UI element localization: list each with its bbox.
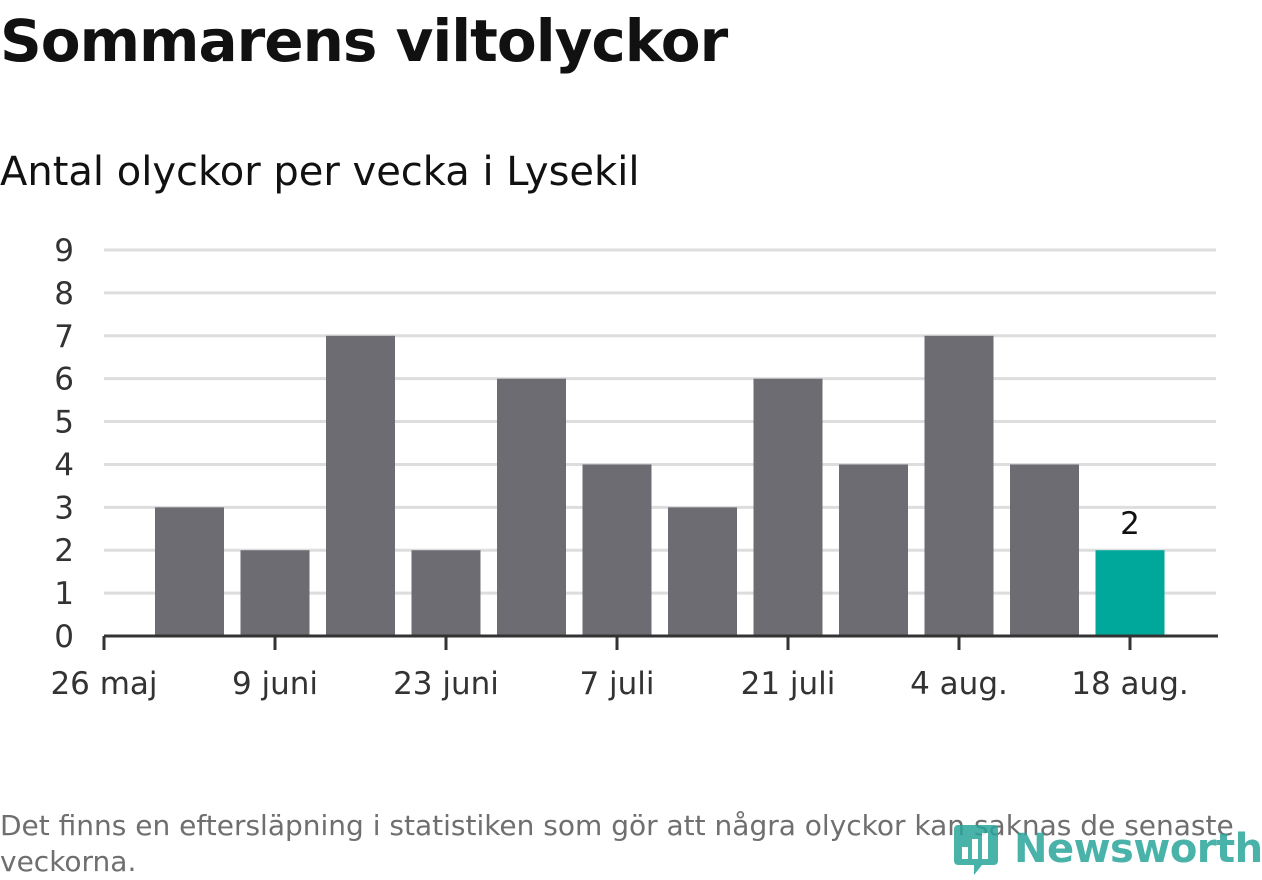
- x-tick-label: 23 juni: [393, 666, 499, 702]
- y-axis-ticks: 0 1 2 3 4 5 6 7 8 9: [54, 233, 74, 655]
- newsworthy-logo-icon: [954, 825, 998, 875]
- footnote: Det finns en eftersläpning i statistiken…: [0, 809, 1234, 878]
- chart-subtitle: Antal olyckor per vecka i Lysekil: [0, 149, 640, 195]
- data-labels: 2: [1120, 506, 1140, 542]
- y-tick-label: 5: [54, 405, 74, 441]
- bar-1: [155, 507, 224, 636]
- y-tick-label: 3: [54, 490, 74, 526]
- y-tick-label: 6: [54, 362, 74, 398]
- brand-name: Newsworthy: [1014, 826, 1262, 872]
- bar-6: [582, 464, 652, 636]
- bar-8: [753, 378, 823, 636]
- chart-title: Sommarens viltolyckor: [0, 7, 728, 75]
- bar-7: [668, 507, 737, 636]
- y-tick-label: 4: [54, 447, 74, 483]
- y-tick-label: 8: [54, 276, 74, 312]
- x-tick-label: 7 juli: [579, 666, 654, 702]
- bar-11: [1010, 464, 1079, 636]
- x-tick-label: 18 aug.: [1071, 666, 1188, 702]
- y-tick-label: 1: [54, 576, 74, 612]
- y-tick-label: 7: [54, 319, 74, 355]
- bar-5: [497, 378, 566, 636]
- data-label: 2: [1120, 506, 1140, 542]
- bar-2: [240, 550, 310, 636]
- x-tick-label: 26 maj: [50, 666, 157, 702]
- y-tick-label: 2: [54, 533, 74, 569]
- y-tick-label: 0: [54, 619, 74, 655]
- brand-logo: Newsworthy: [952, 820, 1262, 878]
- y-tick-label: 9: [54, 233, 74, 269]
- x-tick-label: 9 juni: [232, 666, 318, 702]
- bar-3: [326, 335, 395, 636]
- x-tick-label: 21 juli: [741, 666, 836, 702]
- bar-4: [411, 550, 481, 636]
- x-tick-label: 4 aug.: [910, 666, 1008, 702]
- bar-9: [839, 464, 908, 636]
- x-axis: 26 maj 9 juni 23 juni 7 juli 21 juli 4 aug. 18…: [50, 634, 1218, 702]
- bars: [155, 335, 1165, 636]
- bar-10: [924, 335, 994, 636]
- bar-12: [1095, 550, 1165, 636]
